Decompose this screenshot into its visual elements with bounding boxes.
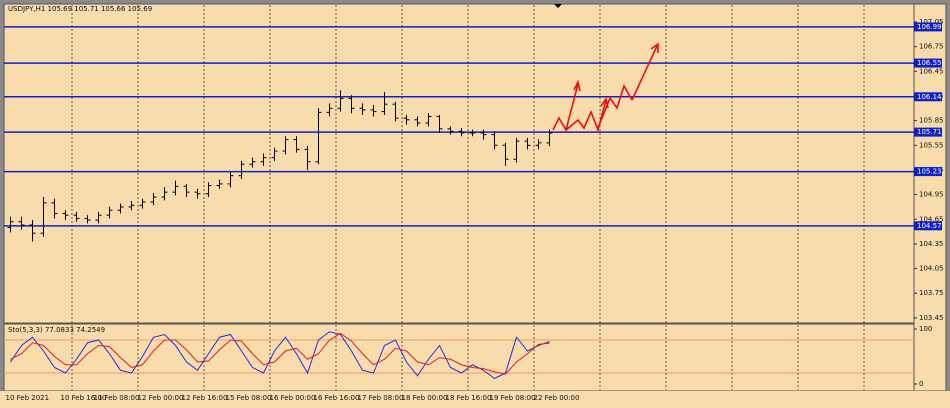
oscillator-label: Sto(5,3,3) 77.0833 74.2549	[8, 326, 105, 334]
y-tick-label: 104.95	[919, 191, 944, 199]
price-scale	[913, 3, 947, 392]
forecast-arrows	[552, 42, 659, 133]
level-tag	[914, 127, 942, 137]
x-tick-label: 15 Feb 08:00	[226, 394, 272, 402]
arrow-head	[573, 79, 581, 92]
marks	[7, 90, 553, 380]
x-tick-label: 10 Feb 16:00	[61, 394, 107, 402]
level-tag	[914, 167, 942, 177]
level-label: 106.55	[917, 59, 942, 67]
chart-title: USDJPY,H1 105.69 105.71 105.66 105.69	[8, 5, 152, 13]
forecast-arrow	[631, 45, 658, 101]
level-label: 104.57	[917, 222, 942, 230]
time-scale	[0, 391, 950, 408]
x-tick-label: 19 Feb 08:00	[490, 394, 536, 402]
level-label: 106.99	[917, 23, 942, 31]
x-tick-label: 16 Feb 16:00	[314, 394, 360, 402]
x-tick-label: 17 Feb 08:00	[358, 394, 404, 402]
x-tick-label: 18 Feb 00:00	[402, 394, 448, 402]
forecast-arrow	[597, 84, 633, 129]
level-tag	[914, 58, 942, 68]
osc-line	[10, 331, 550, 380]
forecast-arrow	[552, 83, 579, 133]
y-tick-label: 107.05	[919, 18, 944, 26]
level-tag	[914, 221, 942, 231]
level-label: 106.14	[917, 93, 942, 101]
y-tick-label: 103.75	[919, 289, 944, 297]
y-tick-label: 104.65	[919, 215, 944, 223]
level-label: 105.23	[917, 168, 942, 176]
y-tick-label: 106.45	[919, 67, 944, 75]
x-tick-label: 11 Feb 08:00	[94, 394, 140, 402]
arrow-head	[650, 42, 659, 53]
x-tick-label: 22 Feb 00:00	[534, 394, 580, 402]
x-tick-label: 18 Feb 16:00	[446, 394, 492, 402]
y-tick-label: 106.75	[919, 43, 944, 51]
y-tick-label: 104.35	[919, 240, 944, 248]
y-tick-label: 105.85	[919, 117, 944, 125]
osc-tick-label: 100	[919, 325, 932, 333]
x-tick-label: 16 Feb 00:00	[270, 394, 316, 402]
price-panel	[3, 3, 915, 324]
y-tick-label: 103.45	[919, 314, 944, 322]
osc-tick-label: 0	[919, 380, 923, 388]
level-tag	[914, 92, 942, 102]
oscillator-panel	[3, 323, 915, 392]
level-label: 105.71	[917, 128, 942, 136]
level-tag	[914, 22, 942, 32]
x-tick-label: 10 Feb 2021	[6, 394, 50, 402]
grid	[4, 5, 917, 390]
shift-marker	[554, 4, 562, 8]
y-tick-label: 104.05	[919, 265, 944, 273]
x-tick-label: 12 Feb 16:00	[182, 394, 228, 402]
osc-line	[10, 332, 550, 375]
x-tick-label: 12 Feb 00:00	[138, 394, 184, 402]
y-tick-label: 105.55	[919, 141, 944, 149]
